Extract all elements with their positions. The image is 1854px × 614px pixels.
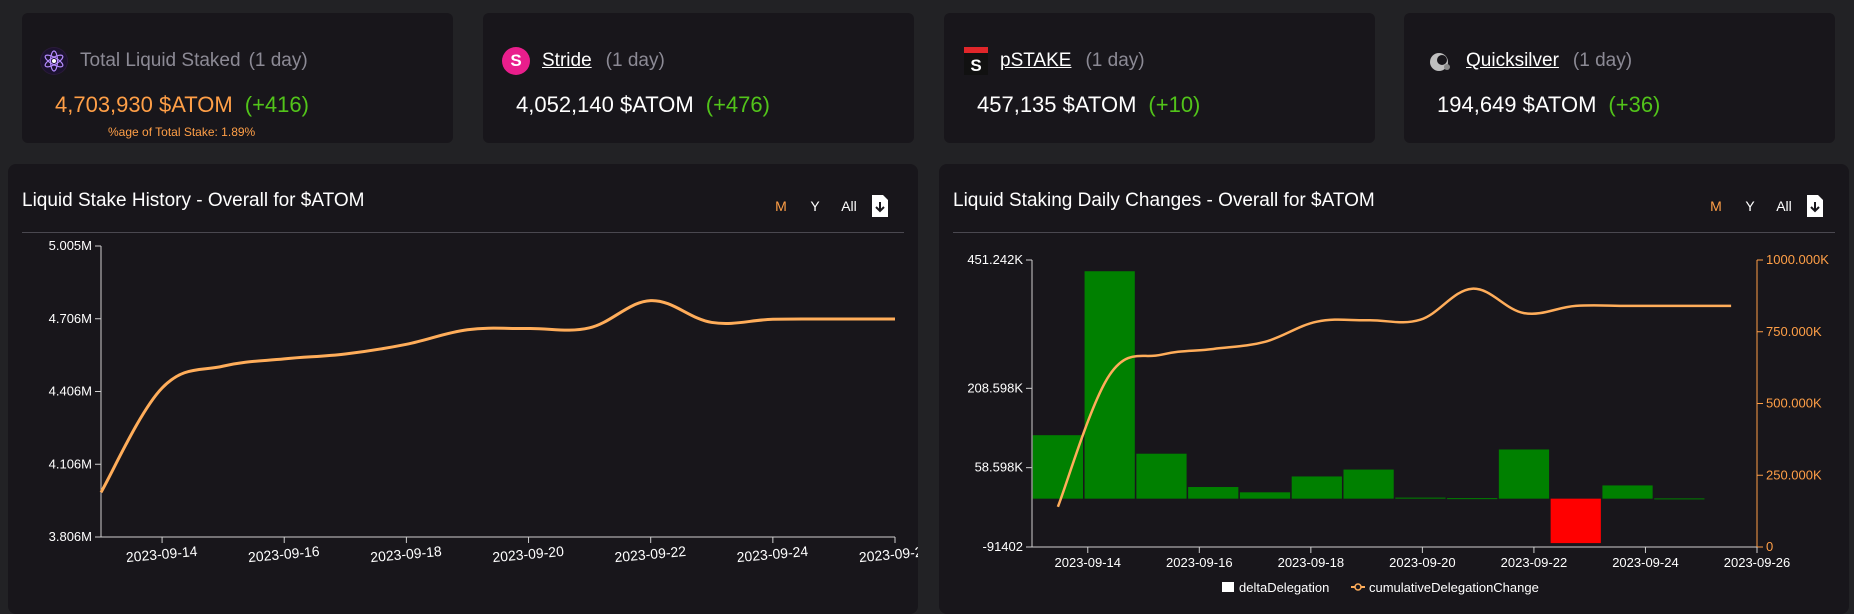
x-tick-label: 2023-09-16 (247, 543, 320, 565)
range-button-all[interactable]: All (1776, 198, 1792, 214)
bar (1498, 449, 1550, 499)
stat-period: (1 day) (605, 50, 665, 71)
y-tick-label: 4.406M (49, 384, 92, 399)
divider (953, 232, 1835, 233)
stride-logo-icon: S (502, 47, 530, 75)
range-button-year[interactable]: Y (1745, 198, 1755, 214)
range-button-month[interactable]: M (1710, 198, 1722, 214)
y-tick-label-right: 250.000K (1766, 467, 1822, 482)
stat-card-quicksilver: Quicksilver (1 day) 194,649 $ATOM (+36) (1404, 13, 1835, 143)
panel-title: Liquid Stake History - Overall for $ATOM (22, 190, 365, 211)
range-button-all[interactable]: All (841, 198, 857, 214)
stat-period: (1 day) (1085, 50, 1145, 71)
bar (1188, 487, 1239, 499)
quicksilver-logo-icon (1426, 47, 1454, 75)
stat-value: 457,135 $ATOM (977, 92, 1137, 117)
y-tick-label-left: 451.242K (967, 252, 1023, 267)
download-icon[interactable] (870, 194, 890, 218)
stat-period: (1 day) (1572, 50, 1633, 71)
bar (1550, 498, 1601, 544)
y-tick-label: 4.106M (49, 456, 92, 471)
bar (1447, 498, 1498, 500)
download-icon[interactable] (1805, 194, 1825, 218)
stat-value: 4,703,930 $ATOM (55, 92, 233, 117)
bar (1343, 469, 1394, 499)
range-button-year[interactable]: Y (810, 198, 820, 214)
bar (1395, 497, 1446, 499)
bar (1602, 485, 1653, 499)
history-line-chart: 3.806M 4.106M 4.406M 4.706M 5.005M 2023-09-14… (49, 238, 918, 565)
stat-period: (1 day) (248, 50, 308, 71)
x-tick-label: 2023-09-26 (858, 543, 918, 565)
stat-header: Quicksilver (1 day) (1426, 47, 1632, 75)
stat-header: S pSTAKE (1 day) (964, 47, 1145, 75)
x-tick-label: 2023-09-20 (1389, 555, 1456, 570)
bar (1084, 271, 1135, 499)
stat-change: (+476) (705, 92, 770, 117)
legend-swatch-marker (1354, 583, 1362, 591)
y-tick-label-left: 58.598K (975, 460, 1024, 475)
legend-swatch-bar (1222, 582, 1234, 592)
y-tick-label-right: 750.000K (1766, 324, 1822, 339)
panel-title: Liquid Staking Daily Changes - Overall f… (953, 190, 1375, 211)
stat-card-total: Total Liquid Staked (1 day) 4,703,930 $A… (22, 13, 453, 143)
stat-value: 194,649 $ATOM (1437, 92, 1597, 117)
quicksilver-link[interactable]: Quicksilver (1466, 50, 1559, 71)
bar (1291, 476, 1342, 499)
stat-card-stride: S Stride (1 day) 4,052,140 $ATOM (+476) (483, 13, 914, 143)
x-tick-label: 2023-09-16 (1166, 555, 1233, 570)
stat-value-row: 4,052,140 $ATOM (+476) (516, 92, 770, 118)
x-tick-label: 2023-09-18 (370, 543, 443, 565)
x-tick-label: 2023-09-24 (736, 543, 809, 565)
stat-header: Total Liquid Staked (1 day) (40, 47, 308, 75)
y-tick-label: 5.005M (49, 238, 92, 253)
stat-title: Total Liquid Staked (80, 50, 241, 71)
range-buttons: M Y All (764, 194, 890, 218)
x-tick-label: 2023-09-14 (125, 543, 198, 565)
y-tick-label-left: 208.598K (967, 380, 1023, 395)
x-tick-label: 2023-09-22 (1501, 555, 1568, 570)
x-tick-label: 2023-09-20 (492, 543, 565, 565)
bar (1239, 492, 1291, 499)
legend-label-cumulative: cumulativeDelegationChange (1369, 580, 1539, 595)
stat-change: (+36) (1608, 92, 1661, 117)
range-button-month[interactable]: M (775, 198, 787, 214)
stat-card-pstake: S pSTAKE (1 day) 457,135 $ATOM (+10) (944, 13, 1375, 143)
y-tick-label-right: 1000.000K (1766, 252, 1829, 267)
range-buttons: M Y All (1699, 194, 1825, 218)
stat-subtext: %age of Total Stake: 1.89% (108, 125, 256, 139)
y-tick-label-right: 500.000K (1766, 396, 1822, 411)
stat-value: 4,052,140 $ATOM (516, 92, 694, 117)
x-tick-label: 2023-09-26 (1724, 555, 1791, 570)
x-tick-label: 2023-09-22 (614, 543, 687, 565)
legend-label-delta: deltaDelegation (1239, 580, 1329, 595)
stat-header: S Stride (1 day) (502, 47, 665, 75)
pstake-logo-icon: S (964, 47, 988, 75)
stat-value-row: 194,649 $ATOM (+36) (1437, 92, 1660, 118)
bar (1136, 453, 1187, 499)
x-tick-label: 2023-09-14 (1055, 555, 1122, 570)
y-tick-label-left: -91402 (983, 539, 1023, 554)
bar (1032, 435, 1084, 499)
svg-text:S: S (970, 56, 981, 75)
x-tick-label: 2023-09-18 (1278, 555, 1345, 570)
divider (22, 232, 904, 233)
daily-changes-chart: -91402 58.598K 208.598K 451.242K 0 250.000K 50… (967, 252, 1829, 595)
stat-value-row: 4,703,930 $ATOM (+416) (55, 92, 309, 118)
bar (1654, 498, 1705, 500)
cumulative-line (1056, 287, 1732, 508)
x-tick-label: 2023-09-24 (1612, 555, 1679, 570)
pstake-link[interactable]: pSTAKE (1000, 50, 1072, 71)
y-tick-label: 4.706M (49, 311, 92, 326)
y-tick-label-right: 0 (1766, 539, 1773, 554)
series-line (99, 299, 896, 494)
y-tick-label: 3.806M (49, 529, 92, 544)
cosmos-atom-icon (40, 47, 68, 75)
stat-change: (+416) (244, 92, 309, 117)
stride-link[interactable]: Stride (542, 50, 592, 71)
stat-value-row: 457,135 $ATOM (+10) (977, 92, 1200, 118)
stat-change: (+10) (1148, 92, 1201, 117)
